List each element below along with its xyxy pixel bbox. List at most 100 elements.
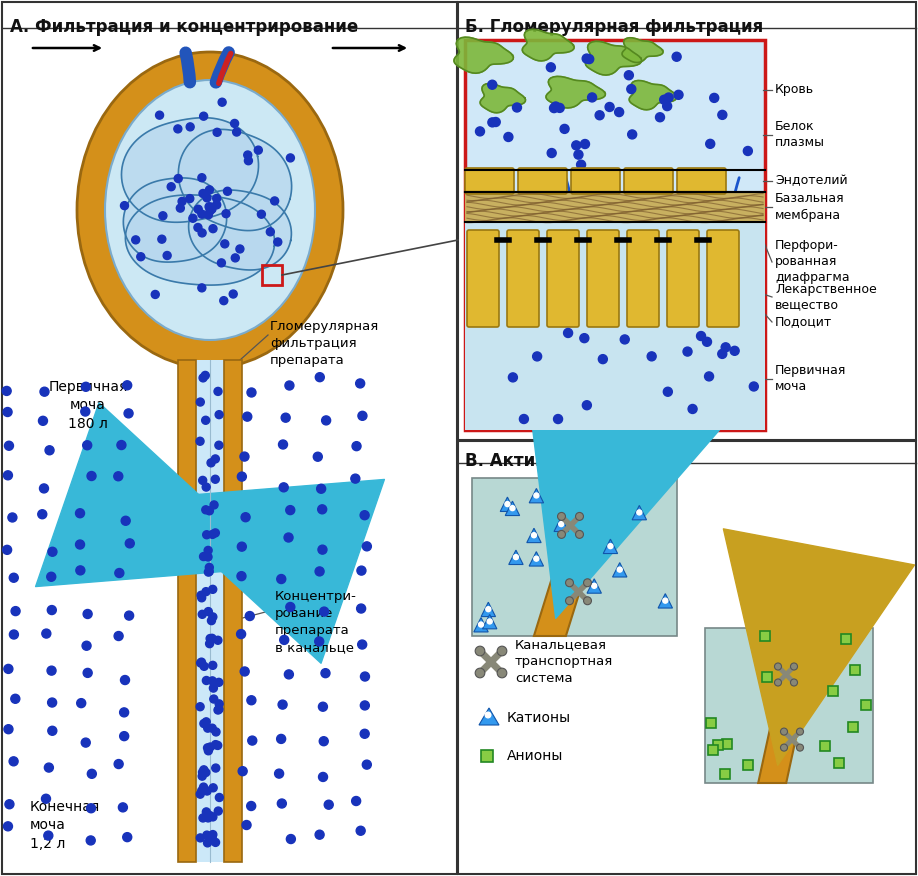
Polygon shape — [529, 552, 543, 566]
Circle shape — [214, 706, 222, 714]
Circle shape — [621, 335, 629, 344]
Circle shape — [276, 734, 285, 744]
Circle shape — [114, 632, 123, 640]
Circle shape — [688, 405, 697, 413]
Circle shape — [321, 668, 330, 678]
Circle shape — [592, 583, 597, 589]
Circle shape — [82, 641, 91, 650]
Circle shape — [212, 764, 219, 772]
Polygon shape — [586, 41, 642, 75]
Text: Белок
плазмы: Белок плазмы — [775, 121, 825, 150]
Circle shape — [576, 512, 584, 520]
Circle shape — [274, 238, 282, 246]
Polygon shape — [500, 497, 515, 512]
Circle shape — [247, 696, 256, 705]
Circle shape — [3, 407, 12, 416]
Bar — [720, 769, 730, 779]
Circle shape — [41, 795, 50, 803]
Circle shape — [125, 539, 134, 548]
Circle shape — [215, 678, 223, 687]
Circle shape — [585, 54, 594, 64]
Circle shape — [582, 400, 591, 410]
Circle shape — [205, 608, 212, 616]
Text: Гломерулярная
фильтрация
препарата: Гломерулярная фильтрация препарата — [270, 320, 379, 367]
Circle shape — [313, 452, 322, 462]
Bar — [458, 2, 916, 440]
Circle shape — [718, 110, 727, 119]
Circle shape — [207, 743, 214, 751]
Text: Первичная
моча
180 л: Первичная моча 180 л — [49, 380, 128, 431]
Circle shape — [352, 796, 361, 806]
Circle shape — [199, 112, 207, 120]
Circle shape — [202, 588, 210, 596]
Circle shape — [797, 728, 803, 735]
Circle shape — [40, 387, 49, 396]
Circle shape — [674, 90, 683, 99]
Polygon shape — [126, 195, 274, 285]
FancyBboxPatch shape — [467, 230, 499, 327]
Circle shape — [123, 833, 132, 842]
Circle shape — [208, 613, 217, 621]
FancyBboxPatch shape — [627, 230, 659, 327]
Circle shape — [214, 741, 222, 750]
Circle shape — [206, 563, 213, 571]
Circle shape — [211, 476, 219, 484]
Circle shape — [202, 483, 210, 491]
Circle shape — [215, 442, 223, 449]
Circle shape — [324, 800, 333, 809]
Text: Базальная
мембрана: Базальная мембрана — [775, 193, 845, 222]
Circle shape — [271, 197, 279, 205]
Circle shape — [532, 352, 542, 361]
Circle shape — [245, 611, 254, 620]
Circle shape — [797, 744, 803, 751]
Polygon shape — [505, 501, 520, 516]
Circle shape — [780, 728, 788, 735]
Circle shape — [534, 556, 539, 562]
Circle shape — [565, 597, 574, 604]
Circle shape — [115, 569, 124, 577]
Circle shape — [321, 416, 330, 425]
Circle shape — [76, 566, 84, 575]
FancyBboxPatch shape — [571, 168, 620, 194]
Circle shape — [196, 834, 205, 842]
Circle shape — [504, 132, 513, 142]
Text: Б. Гломерулярная фильтрация: Б. Гломерулярная фильтрация — [465, 18, 763, 36]
Circle shape — [196, 659, 205, 667]
Circle shape — [131, 236, 140, 244]
Circle shape — [207, 617, 216, 625]
Circle shape — [210, 501, 218, 509]
Circle shape — [4, 724, 13, 734]
Circle shape — [487, 81, 497, 89]
Bar — [820, 741, 830, 751]
Circle shape — [285, 505, 295, 514]
Bar — [196, 360, 224, 862]
Circle shape — [204, 814, 212, 822]
Circle shape — [478, 622, 484, 627]
Polygon shape — [483, 614, 497, 629]
Circle shape — [206, 186, 214, 194]
Circle shape — [277, 799, 286, 808]
Bar — [834, 759, 845, 768]
Circle shape — [202, 768, 210, 776]
Circle shape — [86, 804, 95, 813]
FancyBboxPatch shape — [518, 168, 567, 194]
Circle shape — [114, 759, 123, 768]
Bar — [472, 478, 677, 636]
FancyArrowPatch shape — [218, 53, 230, 83]
Circle shape — [84, 668, 92, 677]
Text: Кровь: Кровь — [775, 83, 814, 96]
Polygon shape — [178, 130, 292, 230]
Circle shape — [4, 470, 13, 480]
Circle shape — [315, 372, 324, 382]
Circle shape — [194, 223, 202, 231]
Text: А. Фильтрация и концентрирование: А. Фильтрация и концентрирование — [10, 18, 358, 36]
FancyBboxPatch shape — [507, 230, 539, 327]
Circle shape — [557, 512, 565, 520]
Circle shape — [476, 646, 485, 656]
Circle shape — [722, 343, 730, 352]
Bar — [465, 40, 765, 430]
Circle shape — [238, 542, 246, 551]
Bar — [760, 631, 770, 641]
Circle shape — [215, 700, 223, 708]
Circle shape — [628, 130, 637, 139]
